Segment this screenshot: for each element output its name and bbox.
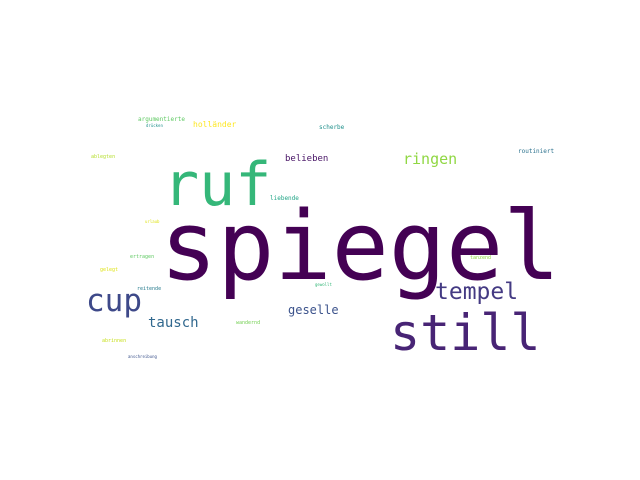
word-ringen: ringen xyxy=(403,150,458,168)
word-wandernd: wandernd xyxy=(236,320,261,326)
word-ablegten: ablegten xyxy=(91,154,116,160)
word-urlaub: urlaub xyxy=(145,219,160,224)
word-geselle: geselle xyxy=(288,303,339,317)
word-ertragen: ertragen xyxy=(130,254,155,260)
word-gewollt: gewollt xyxy=(315,282,332,287)
word-abrinnen: abrinnen xyxy=(102,338,127,344)
word-hollander: holländer xyxy=(193,120,237,129)
word-belieben: belieben xyxy=(285,154,329,164)
word-routiniert: routiniert xyxy=(518,148,555,155)
word-anschreibung: anschreibung xyxy=(128,354,157,359)
word-spiegel: spiegel xyxy=(160,192,561,302)
word-argumentierte: argumentierte xyxy=(138,116,185,123)
word-gelegt: gelegt xyxy=(100,267,119,273)
word-still: still xyxy=(390,304,541,362)
word-drucken: drücken xyxy=(146,123,163,128)
word-scherbe: scherbe xyxy=(319,124,345,131)
word-reitende: reitende xyxy=(137,286,162,292)
word-tanzend: tanzend xyxy=(470,255,492,261)
word-tempel: tempel xyxy=(435,279,519,305)
word-ruf: ruf xyxy=(163,150,272,220)
word-tausch: tausch xyxy=(148,315,199,331)
word-cup: cup xyxy=(86,283,142,319)
word-liebende: liebende xyxy=(270,195,299,202)
